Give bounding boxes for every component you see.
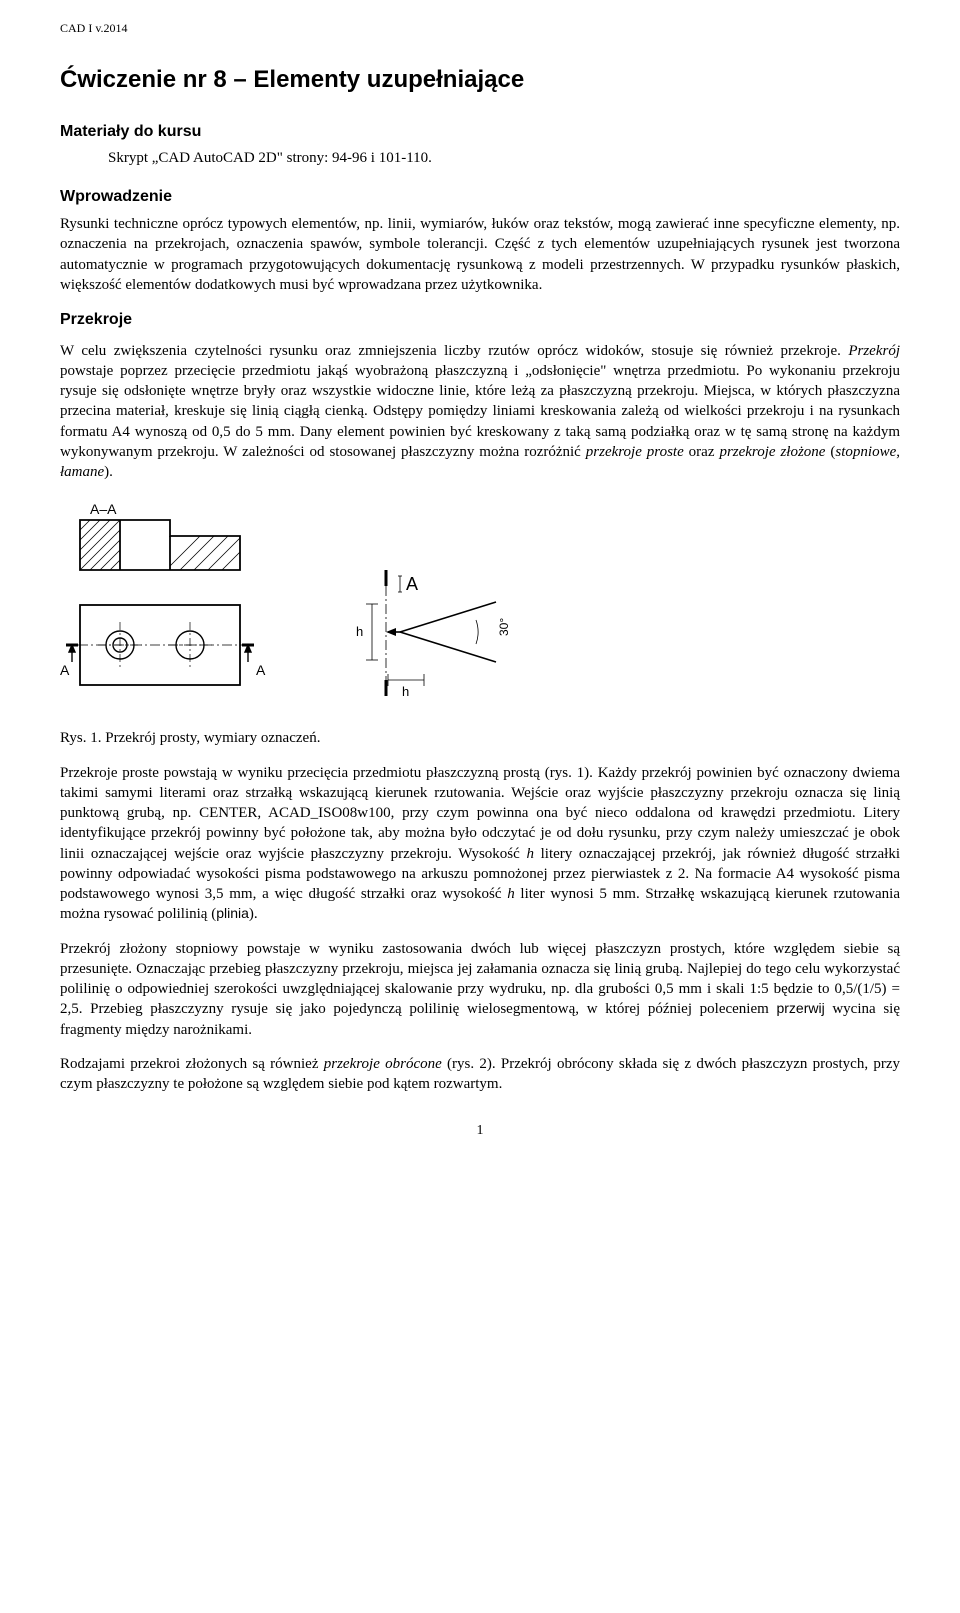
text-sans: przerwij [776, 1000, 824, 1016]
przekroje-paragraph-1: W celu zwiększenia czytelności rysunku o… [60, 341, 900, 483]
materials-heading: Materiały do kursu [60, 121, 900, 143]
intro-paragraph: Rysunki techniczne oprócz typowych eleme… [60, 214, 900, 295]
page-title: Ćwiczenie nr 8 – Elementy uzupełniające [60, 64, 900, 96]
text-italic: h [507, 886, 515, 902]
body-paragraph-4: Rodzajami przekroi złożonych są również … [60, 1054, 900, 1095]
section-label-top: A–A [90, 501, 117, 517]
figure-row: A–A [60, 500, 900, 720]
text-italic: przekroje złożone [719, 444, 825, 460]
przekroje-heading: Przekroje [60, 309, 900, 331]
text-segment: , [896, 444, 900, 460]
section-label-right: A [256, 662, 266, 678]
figure-caption: Rys. 1. Przekrój prosty, wymiary oznacze… [60, 728, 900, 748]
text-segment: Rodzajami przekroi złożonych są również [60, 1056, 324, 1072]
text-italic: stopniowe [835, 444, 896, 460]
text-italic: łamane [60, 464, 104, 480]
text-segment: Przekrój złożony stopniowy powstaje w wy… [60, 941, 900, 1018]
figure-left: A–A [60, 500, 290, 720]
section-label-left: A [60, 662, 70, 678]
body-paragraph-2: Przekroje proste powstają w wyniku przec… [60, 763, 900, 925]
fig-right-label-a: A [406, 574, 418, 594]
doc-header-version: CAD I v.2014 [60, 20, 900, 36]
h-label-side: h [356, 624, 363, 639]
text-segment: oraz [684, 444, 720, 460]
text-italic: przekroje obrócone [324, 1056, 442, 1072]
text-italic: Przekrój [848, 343, 900, 359]
text-italic: h [526, 846, 534, 862]
h-label-bottom: h [402, 684, 409, 699]
text-italic: przekroje proste [586, 444, 684, 460]
angle-label: 30° [497, 618, 511, 636]
intro-heading: Wprowadzenie [60, 186, 900, 208]
text-segment: ( [825, 444, 835, 460]
page-number: 1 [60, 1122, 900, 1141]
text-segment: W celu zwiększenia czytelności rysunku o… [60, 343, 848, 359]
text-sans: plinia [216, 905, 249, 921]
text-segment: ). [104, 464, 113, 480]
skrypt-line: Skrypt „CAD AutoCAD 2D" strony: 94-96 i … [108, 148, 900, 168]
text-segment: ). [249, 906, 258, 922]
body-paragraph-3: Przekrój złożony stopniowy powstaje w wy… [60, 939, 900, 1040]
figure-right: A 30° h [326, 560, 546, 720]
